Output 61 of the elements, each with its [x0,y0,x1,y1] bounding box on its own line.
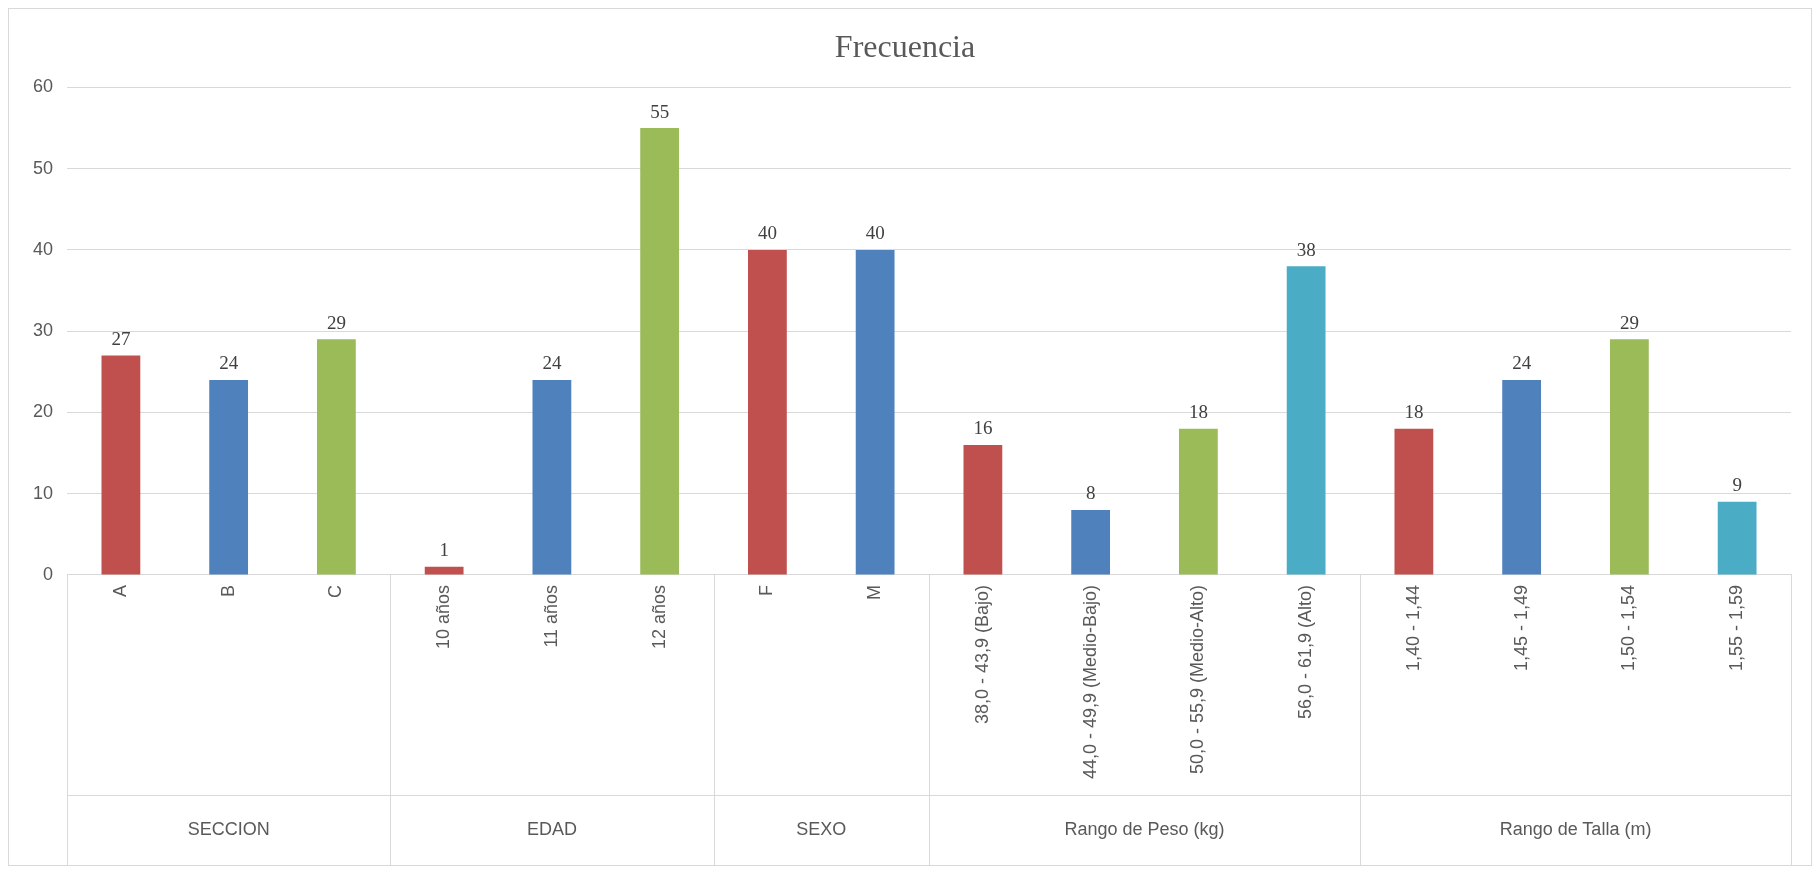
data-label: 40 [865,222,885,244]
y-tick-label: 60 [32,76,54,97]
y-tick-label: 0 [43,563,54,584]
text: Rango de Peso (kg) [1064,818,1225,839]
bar [1286,266,1326,575]
data-label: 29 [326,311,346,333]
bar [317,339,356,575]
data-label: 55 [650,100,670,122]
bar [1071,509,1111,575]
x-tick-label: B [217,584,238,597]
x-tick-label: 50,0 - 55,9 (Medio-Alto) [1187,584,1208,774]
y-tick-label: 50 [32,157,54,178]
bar [1609,339,1649,575]
bar [101,355,141,575]
x-tick-label: 12 años [648,584,669,649]
x-tick-label: 1,40 - 1,44 [1402,584,1423,671]
data-label: 18 [1404,401,1424,423]
chart-title: Frecuencia [834,27,976,64]
bar [855,249,895,575]
bar [640,128,680,575]
text: SEXO [796,818,847,839]
data-label: 29 [1619,311,1639,333]
x-tick-label: 1,55 - 1,59 [1726,584,1747,671]
bar [1502,379,1542,575]
text: Rango de Talla (m) [1499,818,1652,839]
data-label: 16 [973,417,993,439]
x-tick-label: 44,0 - 49,9 (Medio-Bajo) [1079,584,1100,780]
x-tick-label: 10 años [433,584,454,649]
bar [424,566,464,575]
data-label: 8 [1085,482,1096,504]
bar [1717,501,1757,575]
bar [963,444,1003,575]
data-label: 27 [111,328,131,350]
y-tick-label: 10 [32,482,54,503]
data-label: 24 [219,352,239,374]
x-tick-label: F [756,584,777,596]
y-tick-label: 40 [32,238,54,259]
x-tick-label: A [109,584,130,597]
bar [747,249,787,575]
x-tick-label: 56,0 - 61,9 (Alto) [1295,584,1316,719]
data-label: 1 [439,539,449,561]
data-label: 24 [1512,352,1532,374]
data-label: 9 [1732,474,1742,496]
data-label: 18 [1188,401,1208,423]
y-tick-label: 20 [32,401,54,422]
x-tick-label: 11 años [540,584,561,648]
y-tick-label: 30 [32,320,54,341]
bar [1178,428,1218,575]
x-tick-label: 1,50 - 1,54 [1618,584,1639,671]
x-tick-label: M [864,584,885,600]
bar [209,379,249,575]
bar [532,379,572,575]
bar [1394,428,1434,575]
x-tick-label: 1,45 - 1,49 [1510,584,1531,671]
x-tick-label: C [325,584,346,598]
data-label: 24 [542,352,562,374]
data-label: 38 [1296,238,1316,260]
text: EDAD [526,818,577,839]
text: SECCION [187,818,270,839]
x-tick-label: 38,0 - 43,9 (Bajo) [971,584,992,724]
data-label: 40 [757,222,777,244]
